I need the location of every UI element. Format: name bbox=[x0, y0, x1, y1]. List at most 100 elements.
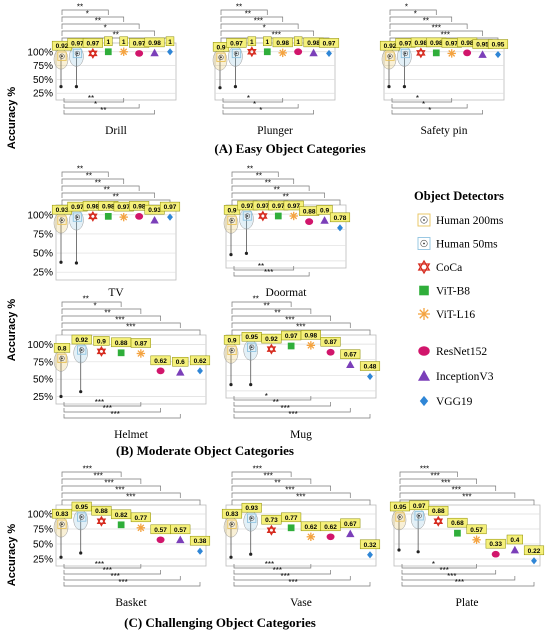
panel-doormat-value-label: 0.97 bbox=[241, 203, 254, 210]
panel-doormat-human-200ms-marker-box bbox=[227, 215, 237, 226]
panel-mug-outlier-point bbox=[229, 383, 233, 387]
panel-tv-vit-b8-marker bbox=[104, 212, 112, 220]
panel-helmet-value-label: 0.9 bbox=[97, 338, 106, 345]
panel-plate: *************************0.95 0.970.880.6… bbox=[389, 465, 545, 609]
legend-label-human-50ms: Human 50ms bbox=[436, 239, 498, 251]
panel-plate-value-label: 0.68 bbox=[451, 520, 464, 527]
panel-mug: *********************0.9 0.95 0.92 0.97 0.98… bbox=[223, 295, 381, 441]
panel-plunger-significance-below: * bbox=[259, 106, 262, 115]
panel-plunger-resnet152-marker bbox=[294, 48, 303, 56]
panel-drill-coca-marker bbox=[88, 47, 98, 57]
panel-basket-bracket-above bbox=[61, 471, 122, 477]
panel-plunger-coca-marker-b bbox=[247, 49, 257, 58]
panel-doormat-bracket-above bbox=[231, 171, 279, 177]
panel-plunger-bracket-below bbox=[222, 110, 314, 115]
panel-basket-value-label: 0.38 bbox=[194, 538, 207, 545]
panel-basket-significance-below: *** bbox=[103, 566, 112, 575]
legend-label-vgg19: VGG19 bbox=[436, 396, 473, 408]
panel-safety-pin-human-200ms-marker-dot bbox=[389, 55, 391, 58]
panel-plate-value-label: 0.22 bbox=[528, 548, 541, 555]
panel-helmet-y-tick-label: 100% bbox=[27, 340, 53, 351]
y-axis-title-a: Accuracy % bbox=[6, 87, 18, 150]
legend-item-coca: CoCa bbox=[417, 259, 462, 275]
panel-doormat-significance-below: *** bbox=[264, 268, 273, 277]
panel-basket-value-label-box bbox=[51, 508, 73, 519]
panel-plate-significance-above: *** bbox=[441, 479, 450, 488]
panel-drill-human-200ms-marker-box bbox=[57, 51, 67, 61]
legend-human-200ms-marker-box bbox=[417, 213, 431, 227]
panel-basket-category-label: Basket bbox=[115, 597, 147, 609]
legend-human-200ms-marker bbox=[420, 216, 428, 224]
panel-mug-bracket-below bbox=[233, 402, 331, 407]
panel-tv-value-label-box bbox=[159, 201, 181, 212]
panel-doormat-significance-above: ** bbox=[256, 172, 262, 181]
legend-inceptionv3-marker bbox=[418, 370, 430, 381]
panel-doormat-value-label: 0.97 bbox=[257, 203, 270, 210]
panel-safety-pin-human-200ms-marker bbox=[387, 53, 393, 59]
panel-drill-significance-above: ** bbox=[113, 31, 119, 40]
panel-doormat-value-label: 0.88 bbox=[303, 209, 316, 216]
panel-vase-outlier-point bbox=[249, 552, 253, 556]
legend-item-vit-b8: ViT-B8 bbox=[419, 286, 470, 298]
panel-plate-significance-above: *** bbox=[430, 472, 439, 481]
panel-basket-resnet152-marker bbox=[156, 536, 165, 544]
panel-helmet: 100%75%50%25%********************0.80.92… bbox=[27, 295, 211, 441]
panel-tv-coca-marker-b bbox=[88, 213, 98, 222]
panel-tv-human-50ms-marker-dot bbox=[76, 216, 79, 219]
panel-drill-significance-below: * bbox=[94, 100, 97, 109]
panel-basket: 100%75%50%25%***************************… bbox=[27, 465, 211, 609]
panel-vase-value-label: 0.67 bbox=[344, 521, 357, 528]
panel-basket-bracket-above bbox=[61, 485, 161, 491]
panel-mug-bracket-below bbox=[233, 414, 371, 419]
panel-plunger-significance-above: ** bbox=[236, 3, 242, 12]
panel-plate-inceptionv3-marker bbox=[510, 545, 520, 554]
panel-basket-bracket-below bbox=[63, 564, 142, 569]
panel-tv-human-200ms-marker-dot bbox=[61, 219, 63, 222]
panel-tv-resnet152-marker bbox=[135, 212, 144, 220]
panel-plate-human-200ms-marker-dot bbox=[399, 516, 401, 518]
panel-basket-value-label: 0.95 bbox=[75, 504, 88, 511]
legend-human-200ms-marker-dot bbox=[423, 219, 425, 221]
panel-basket-human-50ms-marker-box bbox=[77, 512, 87, 522]
panel-basket-bracket-below bbox=[63, 582, 201, 587]
panel-plate-vgg19-marker bbox=[531, 557, 537, 565]
panel-basket-value-label: 0.57 bbox=[154, 527, 167, 534]
panel-helmet-human-50ms-marker bbox=[79, 347, 85, 353]
panel-plate-bracket-below bbox=[401, 576, 516, 581]
panel-plunger-bracket-above bbox=[220, 30, 314, 36]
panel-safety-pin-bracket-below bbox=[391, 98, 453, 103]
panel-helmet-value-label-box bbox=[71, 334, 92, 345]
panel-basket-y-tick-label: 75% bbox=[33, 525, 53, 536]
panel-helmet-human-200ms-marker bbox=[59, 355, 65, 361]
panel-drill-y-tick-label: 75% bbox=[33, 61, 53, 72]
panel-helmet-vit-b8-marker bbox=[117, 349, 125, 357]
legend-label-human-200ms: Human 200ms bbox=[436, 215, 504, 227]
panel-helmet-significance-above: *** bbox=[126, 323, 135, 332]
panel-drill-y-tick-label: 100% bbox=[27, 47, 53, 58]
panel-mug-value-label-box bbox=[320, 336, 341, 347]
panel-plate-bracket-below bbox=[401, 570, 497, 575]
panel-mug-significance-above: *** bbox=[296, 323, 305, 332]
panel-helmet-outlier-point bbox=[79, 390, 83, 394]
panel-basket-vit-b8-marker bbox=[117, 521, 125, 529]
panel-basket-bracket-above bbox=[61, 492, 181, 498]
panel-plate-value-label-box bbox=[485, 538, 506, 549]
legend-label-inceptionv3: InceptionV3 bbox=[436, 371, 494, 383]
panel-plunger-value-label: 1 bbox=[265, 39, 269, 46]
panel-plunger-value-label-box bbox=[293, 36, 303, 47]
panel-basket-value-label: 0.77 bbox=[135, 515, 148, 522]
panel-tv-value-label: 0.98 bbox=[87, 203, 100, 210]
panel-safety-pin-human-50ms-marker-box bbox=[400, 48, 411, 59]
panel-basket-vgg19-marker bbox=[197, 547, 203, 555]
panel-doormat-significance-above: ** bbox=[274, 186, 280, 195]
panel-mug-significance-below: *** bbox=[288, 410, 297, 419]
panel-helmet-value-label-box bbox=[130, 338, 151, 348]
panel-doormat-significance-above: ** bbox=[265, 179, 271, 188]
panel-helmet-value-label-box bbox=[172, 356, 189, 367]
panel-safety-pin-significance-above: * bbox=[414, 10, 417, 19]
panel-plunger-bracket-above bbox=[220, 9, 268, 15]
panel-doormat-bracket-above bbox=[231, 178, 295, 184]
panel-plate-human-200ms-marker-box bbox=[395, 512, 405, 522]
panel-helmet-vit-l16-marker-3 bbox=[137, 350, 145, 357]
panel-drill-value-label-box bbox=[119, 36, 128, 47]
